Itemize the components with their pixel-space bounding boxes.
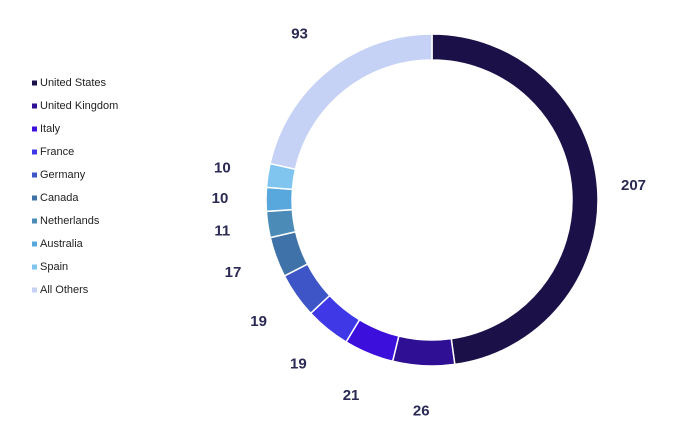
legend-swatch	[32, 103, 37, 109]
legend-swatch	[32, 241, 37, 247]
legend-label: United Kingdom	[40, 100, 118, 112]
donut-slice	[431, 33, 599, 366]
donut-slice	[391, 335, 456, 367]
value-label: 207	[621, 177, 646, 194]
legend-label: Spain	[40, 261, 68, 273]
legend-label: Australia	[40, 238, 84, 250]
legend-label: Germany	[40, 169, 86, 181]
value-label: 21	[343, 387, 360, 404]
legend-swatch	[32, 264, 37, 270]
value-label: 17	[225, 264, 242, 281]
legend-label: Italy	[40, 123, 61, 135]
value-label: 11	[214, 222, 230, 239]
legend-swatch	[32, 126, 37, 132]
legend-swatch	[32, 218, 37, 224]
legend-swatch	[32, 287, 37, 293]
value-label: 93	[291, 25, 308, 42]
donut-slice	[265, 208, 297, 239]
legend-swatch	[32, 80, 37, 86]
value-label: 10	[212, 190, 229, 207]
value-label: 10	[214, 160, 231, 177]
legend-label: France	[40, 146, 74, 158]
donut-slice	[265, 186, 294, 213]
legend-label: All Others	[40, 284, 89, 296]
legend-label: Netherlands	[40, 215, 100, 227]
value-label: 19	[250, 313, 267, 330]
legend-label: United States	[40, 77, 107, 89]
legend-swatch	[32, 172, 37, 178]
legend-swatch	[32, 149, 37, 155]
legend-label: Canada	[40, 192, 79, 204]
legend-swatch	[32, 195, 37, 201]
donut-slice	[269, 33, 433, 171]
value-label: 26	[413, 403, 430, 420]
value-label: 19	[290, 356, 307, 373]
